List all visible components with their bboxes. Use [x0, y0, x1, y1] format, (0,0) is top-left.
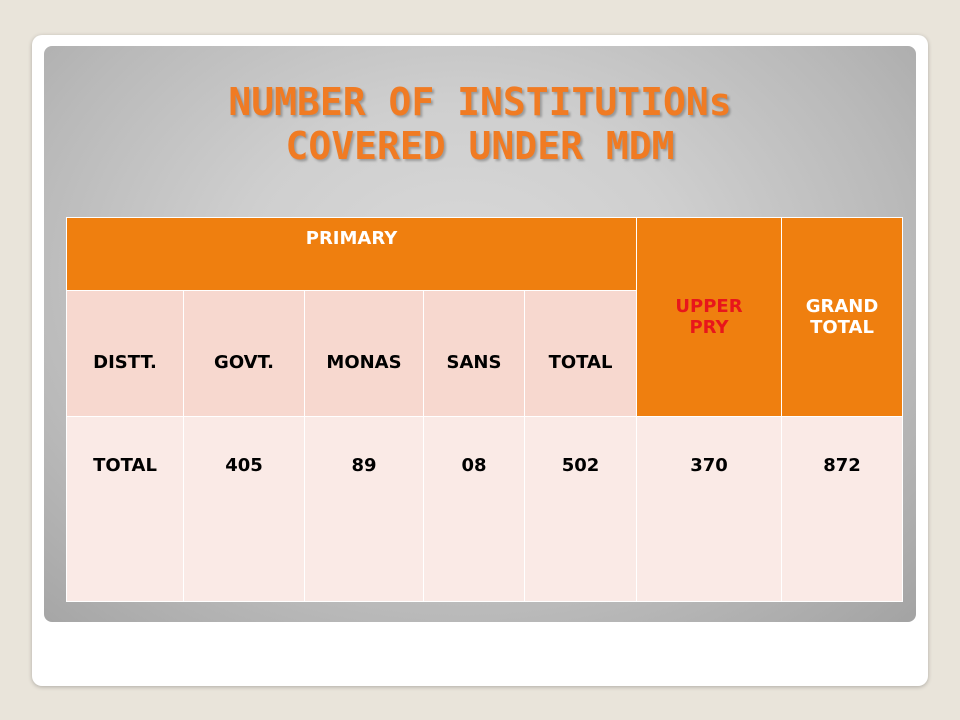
slide-title-line1: NUMBER OF INSTITUTIONs: [228, 80, 732, 124]
cell-sans: 08: [423, 416, 525, 602]
grand-total-header: GRAND TOTAL: [781, 217, 904, 417]
table-row: TOTAL 405 89 08 502 370 872: [66, 416, 904, 602]
primary-header: PRIMARY: [65, 217, 638, 291]
subheader-monas: MONAS: [304, 290, 424, 417]
cell-govt: 405: [183, 416, 305, 602]
cell-monas: 89: [304, 416, 424, 602]
subheader-distt: DISTT.: [66, 290, 184, 417]
upper-pry-header: UPPER PRY: [636, 217, 783, 417]
cell-total: 502: [523, 416, 638, 602]
header-row-primary: PRIMARY UPPER PRY GRAND TOTAL: [65, 217, 904, 417]
header-row-sub: DISTT. GOVT. MONAS SANS TOTAL: [66, 290, 903, 417]
slide-title: NUMBER OF INSTITUTIONs COVERED UNDER MDM: [0, 80, 960, 168]
slide-title-line2: COVERED UNDER MDM: [285, 124, 675, 168]
cell-grand-total: 872: [781, 416, 904, 602]
cell-upper-pry: 370: [636, 416, 783, 602]
institutions-table: PRIMARY UPPER PRY GRAND TOTAL DISTT. GOV…: [65, 217, 904, 602]
row-label: TOTAL: [66, 416, 184, 602]
subheader-govt: GOVT.: [183, 290, 305, 417]
subheader-sans: SANS: [423, 290, 525, 417]
subheader-total: TOTAL: [523, 290, 638, 417]
